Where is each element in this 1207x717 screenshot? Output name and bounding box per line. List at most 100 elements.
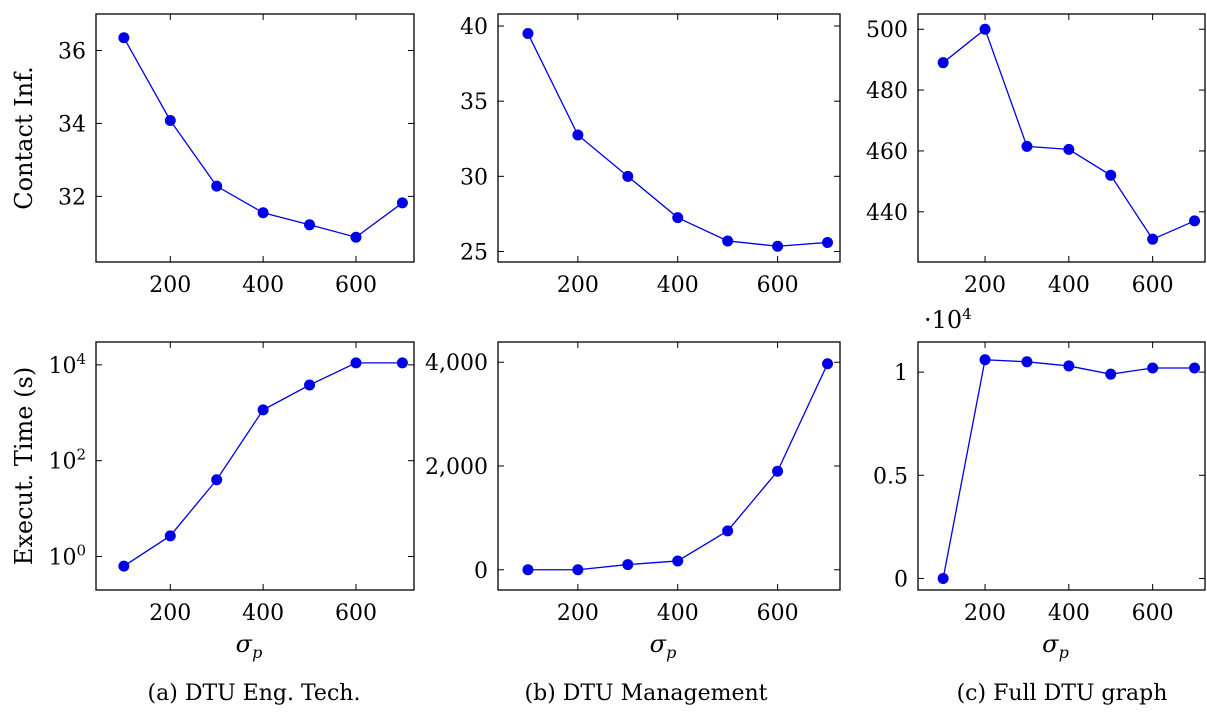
y-tick-label: 102 — [48, 446, 86, 475]
x-tick-label: 600 — [335, 601, 377, 626]
data-point — [396, 357, 408, 369]
y-tick-label: 35 — [460, 90, 488, 115]
caption-b: (b) DTU Management — [524, 681, 767, 706]
data-point — [304, 379, 316, 391]
x-tick-label: 400 — [242, 273, 284, 298]
data-point — [164, 114, 176, 126]
y-tick-label: 25 — [460, 240, 488, 265]
data-point — [1189, 362, 1201, 374]
x-tick-label: 600 — [757, 273, 799, 298]
x-tick-label: 400 — [242, 601, 284, 626]
caption-a: (a) DTU Eng. Tech. — [148, 681, 361, 706]
plot-frame — [497, 341, 841, 591]
chart-panel-1: 200 400 600 25 30 35 40 — [460, 13, 841, 298]
x-tick-label: 600 — [757, 601, 799, 626]
y-axis-label: Contact Inf. — [10, 66, 38, 210]
chart-panel-3: 200 400 600 100 102 104 Execut. Time (s) σp — [10, 341, 415, 662]
data-point — [522, 28, 534, 40]
y-tick-label: 40 — [460, 15, 488, 40]
series-line — [942, 28, 1195, 240]
x-tick-label: 200 — [964, 601, 1006, 626]
y-tick-label: 100 — [48, 542, 86, 571]
data-point — [257, 404, 269, 416]
data-point — [937, 572, 949, 584]
data-point — [1147, 233, 1159, 245]
x-axis-label: σp — [650, 630, 677, 662]
x-tick-label: 400 — [657, 273, 699, 298]
y-tick-label: 460 — [866, 140, 908, 165]
plot-frame — [917, 13, 1206, 263]
data-point — [772, 465, 784, 477]
data-point — [1189, 215, 1201, 227]
series-line — [527, 363, 829, 571]
y-tick-label: 36 — [58, 39, 86, 64]
plot-frame — [95, 13, 415, 263]
data-point — [572, 129, 584, 141]
data-point — [822, 358, 834, 370]
data-point — [622, 559, 634, 571]
data-point — [1105, 368, 1117, 380]
data-point — [1147, 362, 1159, 374]
data-point — [772, 240, 784, 252]
x-tick-label: 400 — [1048, 601, 1090, 626]
data-point — [672, 555, 684, 567]
data-point — [1063, 143, 1075, 155]
data-point — [118, 32, 130, 44]
data-point — [396, 197, 408, 209]
chart-panel-0: 200 400 600 32 34 36 Contact Inf. — [10, 13, 415, 298]
y-tick-label: 104 — [48, 350, 86, 379]
data-point — [722, 525, 734, 537]
data-point — [304, 219, 316, 231]
data-point — [672, 212, 684, 224]
data-point — [1021, 140, 1033, 152]
data-point — [1105, 169, 1117, 181]
caption-c: (c) Full DTU graph — [957, 681, 1168, 706]
y-tick-label: 1 — [894, 361, 908, 386]
data-point — [164, 530, 176, 542]
chart-panel-4: 200 400 600 0 2,000 4,000 σp — [425, 341, 841, 662]
y-tick-label: 440 — [866, 201, 908, 226]
y-tick-label: 500 — [866, 18, 908, 43]
y-tick-label: 0 — [894, 567, 908, 592]
y-multiplier-label: ·104 — [924, 305, 972, 334]
x-tick-label: 600 — [1132, 601, 1174, 626]
data-point — [350, 357, 362, 369]
y-tick-label: 2,000 — [425, 455, 488, 480]
x-tick-label: 200 — [557, 273, 599, 298]
data-point — [257, 207, 269, 219]
series-line — [942, 359, 1195, 579]
chart-panel-2: 200 400 600 440 460 480 500 — [866, 13, 1206, 298]
data-point — [722, 235, 734, 247]
x-tick-label: 400 — [1048, 273, 1090, 298]
data-point — [822, 236, 834, 248]
y-tick-label: 32 — [58, 185, 86, 210]
x-tick-label: 200 — [149, 273, 191, 298]
y-tick-label: 34 — [58, 112, 86, 137]
data-point — [350, 231, 362, 243]
x-tick-label: 600 — [1132, 273, 1174, 298]
data-point — [211, 180, 223, 192]
data-point — [937, 57, 949, 69]
x-tick-label: 200 — [964, 273, 1006, 298]
y-tick-label: 4,000 — [425, 351, 488, 376]
data-point — [1063, 360, 1075, 372]
plot-frame — [497, 13, 841, 263]
y-tick-label: 0 — [474, 559, 488, 584]
data-point — [1021, 356, 1033, 368]
x-tick-label: 600 — [335, 273, 377, 298]
y-tick-label: 480 — [866, 79, 908, 104]
y-tick-label: 0.5 — [873, 464, 908, 489]
plot-frame — [917, 341, 1206, 591]
data-point — [622, 170, 634, 182]
data-point — [522, 564, 534, 576]
data-point — [572, 564, 584, 576]
x-tick-label: 400 — [657, 601, 699, 626]
y-axis-label: Execut. Time (s) — [10, 367, 38, 565]
x-tick-label: 200 — [557, 601, 599, 626]
x-axis-label: σp — [1042, 630, 1069, 662]
x-axis-label: σp — [236, 630, 263, 662]
data-point — [118, 560, 130, 572]
x-tick-label: 200 — [149, 601, 191, 626]
chart-panel-5: 200 400 600 0 0.5 1 σp ·104 — [873, 305, 1206, 662]
